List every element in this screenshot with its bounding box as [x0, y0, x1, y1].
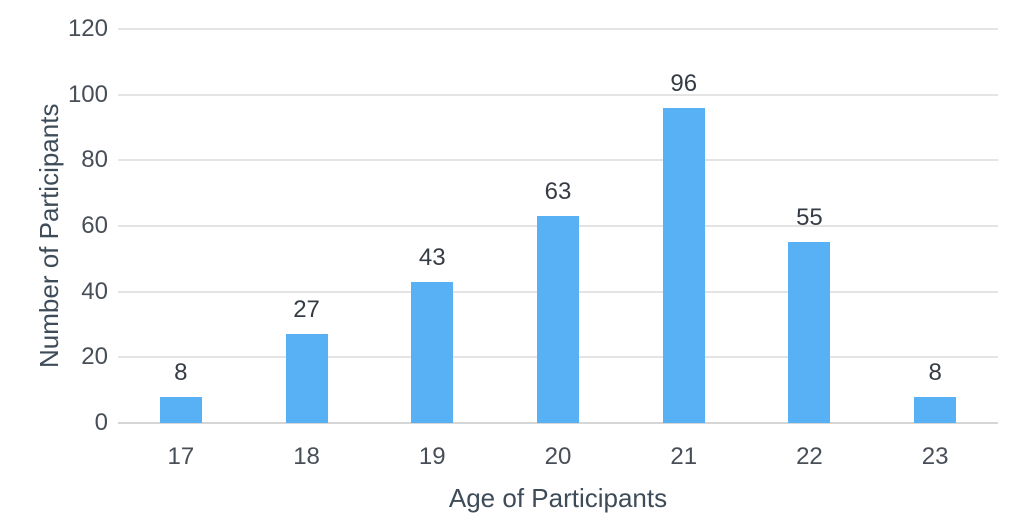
bar-age-19 [411, 281, 454, 423]
bar-column-20: 63 [495, 29, 621, 423]
bar-age-18 [285, 334, 328, 423]
bar-value-label-19: 43 [418, 243, 446, 271]
x-axis-title: Age of Participants [448, 483, 668, 513]
y-tick-label-40: 40 [81, 277, 108, 305]
y-tick-label-120: 120 [67, 15, 108, 42]
x-axis-line [118, 422, 998, 424]
x-tick-label-19: 19 [418, 443, 446, 470]
x-axis-tick-labels: 17 18 19 20 21 22 23 [118, 443, 998, 471]
y-tick-label-20: 20 [81, 343, 108, 371]
bar-value-label-22: 55 [796, 204, 823, 232]
bar-age-17 [159, 396, 202, 423]
bar-value-label-23: 8 [928, 358, 942, 386]
gridline-y-100 [118, 93, 998, 96]
x-tick-label-20: 20 [544, 443, 572, 470]
bar-age-22 [788, 242, 831, 423]
bar-column-18: 27 [244, 29, 370, 423]
x-tick-label-21: 21 [670, 443, 698, 470]
plot-area: 8 27 43 63 96 55 8 [118, 28, 998, 424]
bar-column-21: 96 [621, 29, 747, 423]
bar-value-label-20: 63 [544, 178, 572, 206]
bar-column-17: 8 [118, 29, 244, 423]
gridline-y-80 [118, 159, 998, 162]
x-tick-label-22: 22 [796, 443, 823, 470]
bar-column-22: 55 [747, 29, 873, 423]
y-tick-label-0: 0 [94, 409, 108, 436]
y-tick-label-60: 60 [81, 212, 108, 239]
bar-value-label-21: 96 [670, 69, 698, 97]
y-axis-tick-labels: 0 20 40 60 80 100 120 [8, 16, 108, 436]
x-tick-label-23: 23 [921, 443, 949, 470]
x-tick-label-17: 17 [167, 443, 195, 470]
bar-column-23: 8 [872, 29, 998, 423]
bar-column-19: 43 [369, 29, 495, 423]
y-tick-label-80: 80 [81, 146, 108, 174]
bar-value-label-18: 27 [293, 296, 320, 324]
y-tick-label-100: 100 [67, 80, 108, 108]
bar-age-23 [914, 396, 957, 423]
bar-age-20 [536, 216, 579, 423]
bar-age-21 [662, 107, 705, 423]
gridline-y-120 [118, 28, 998, 30]
x-tick-label-18: 18 [293, 443, 320, 470]
bar-value-label-17: 8 [174, 358, 188, 386]
